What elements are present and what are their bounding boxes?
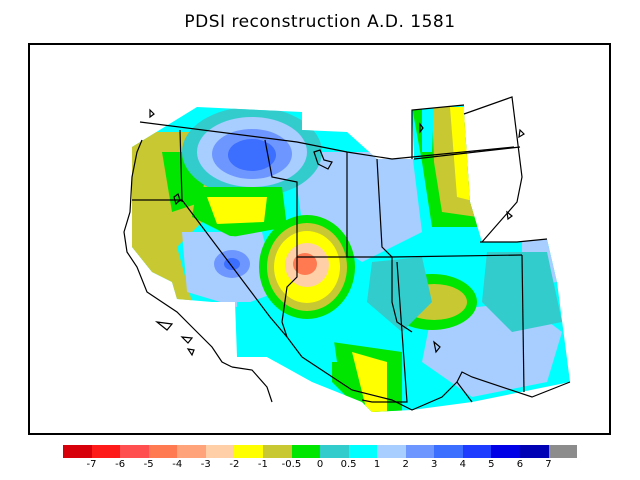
contour-field: [132, 105, 570, 412]
colorbar-swatch: [291, 445, 321, 458]
colorbar-tick-label: -6: [115, 459, 126, 470]
colorbar-swatch: [462, 445, 492, 458]
colorbar-tick-label: -2: [229, 459, 240, 470]
colorbar-tick-label: -0.5: [281, 459, 302, 470]
map-title: PDSI reconstruction A.D. 1581: [184, 12, 456, 32]
colorbar-tick-label: 2: [402, 459, 409, 470]
colorbar-swatch: [320, 445, 349, 458]
colorbar: [63, 445, 578, 458]
colorbar-tick-label: 0.5: [340, 459, 357, 470]
colorbar-swatch: [491, 445, 520, 458]
colorbar-tick-label: 7: [545, 459, 552, 470]
colorbar-tick-label: 5: [488, 459, 495, 470]
colorbar-swatch: [548, 445, 578, 458]
colorbar-tick-label: 1: [373, 459, 381, 470]
colorbar-tick-label: -3: [200, 459, 211, 470]
colorbar-swatch: [262, 445, 292, 458]
colorbar-tick-label: 6: [516, 459, 524, 470]
boundary-lines: [123, 96, 571, 411]
colorbar-tick-label: -5: [143, 459, 154, 470]
colorbar-tick-label: -1: [257, 459, 268, 470]
colorbar-tick-label: -7: [86, 459, 97, 470]
colorbar-swatch: [91, 445, 121, 458]
colorbar-swatch: [63, 445, 92, 458]
colorbar-tick-label: 0: [316, 459, 324, 470]
colorbar-swatch: [520, 445, 549, 458]
colorbar-tick-label: 4: [459, 459, 466, 470]
colorbar-swatch: [405, 445, 435, 458]
colorbar-labels: -7 -6 -5 -4 -3 -2 -1 -0.5 0 0.5 1 2 3 4 5 6 7: [63, 459, 577, 473]
map-frame: [28, 43, 611, 435]
colorbar-swatch: [177, 445, 206, 458]
colorbar-swatch: [120, 445, 149, 458]
colorbar-swatch: [234, 445, 263, 458]
colorbar-tick-label: 3: [431, 459, 438, 470]
colorbar-swatch: [434, 445, 463, 458]
colorbar-swatch: [348, 445, 378, 458]
colorbar-tick-label: -4: [172, 459, 183, 470]
pdsi-map: [123, 96, 571, 412]
colorbar-swatch: [205, 445, 235, 458]
colorbar-swatch: [377, 445, 406, 458]
colorbar-swatch: [148, 445, 178, 458]
